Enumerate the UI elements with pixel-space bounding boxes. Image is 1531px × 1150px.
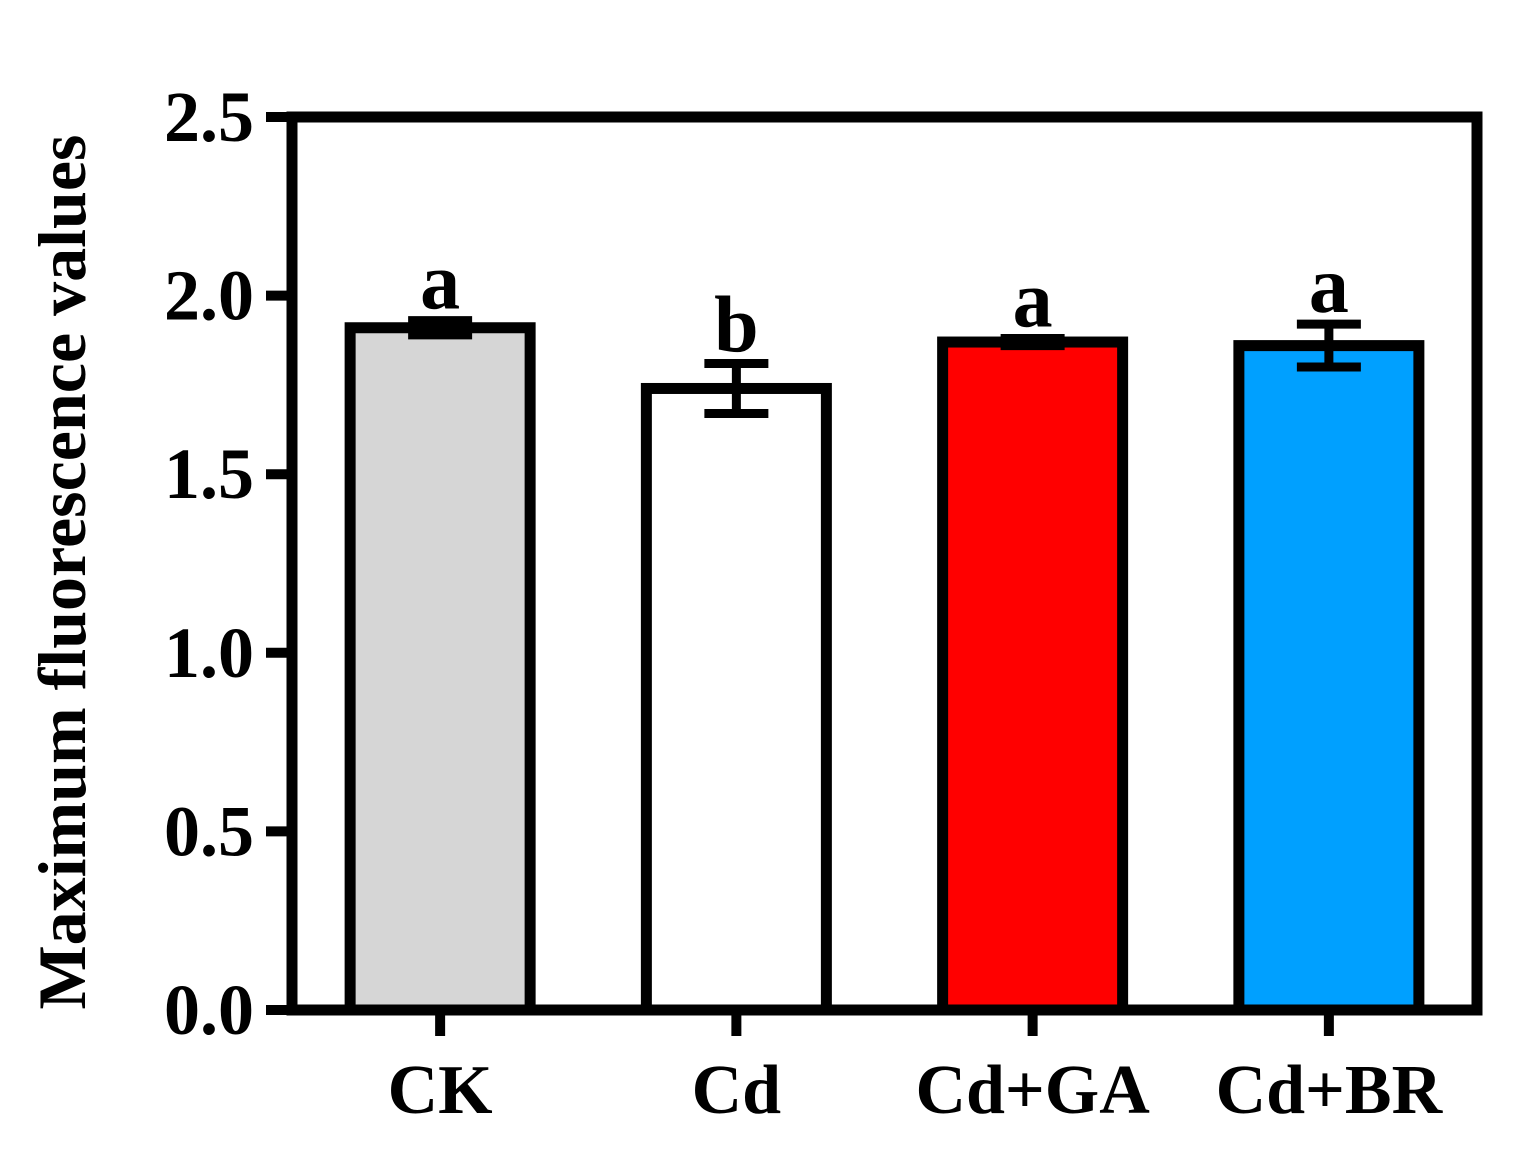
bar-cd-br bbox=[1233, 340, 1425, 1016]
bar-cd bbox=[640, 382, 832, 1016]
y-tick-label: 1.5 bbox=[164, 434, 254, 514]
significance-letter: b bbox=[714, 281, 759, 369]
significance-letter: a bbox=[1309, 242, 1349, 330]
y-tick-label: 2.0 bbox=[164, 256, 254, 336]
plot-frame bbox=[286, 111, 1483, 1016]
x-tick-label: Cd+BR bbox=[1216, 1052, 1444, 1129]
bar-cd-ga bbox=[937, 336, 1129, 1016]
x-tick-label: Cd bbox=[692, 1052, 782, 1129]
y-tick-label: 0.5 bbox=[164, 791, 254, 871]
y-axis-label: Maximum fluorescence values bbox=[24, 134, 100, 1009]
axes-layer bbox=[266, 111, 1483, 1036]
y-tick-label: 2.5 bbox=[164, 77, 254, 157]
significance-letter: a bbox=[1013, 256, 1053, 344]
bar-ck bbox=[344, 322, 536, 1016]
y-tick-label: 0.0 bbox=[164, 970, 254, 1050]
x-tick-label: CK bbox=[388, 1052, 493, 1129]
x-tick-label: Cd+GA bbox=[915, 1052, 1150, 1129]
significance-letter: a bbox=[420, 239, 460, 327]
bars-layer bbox=[344, 316, 1425, 1016]
labels-layer: a CK b Cd a Cd+GA a Cd+BR 0.0 0.5 1.0 1.5 2.0 2.5 bbox=[164, 77, 1444, 1129]
y-tick-label: 1.0 bbox=[164, 613, 254, 693]
